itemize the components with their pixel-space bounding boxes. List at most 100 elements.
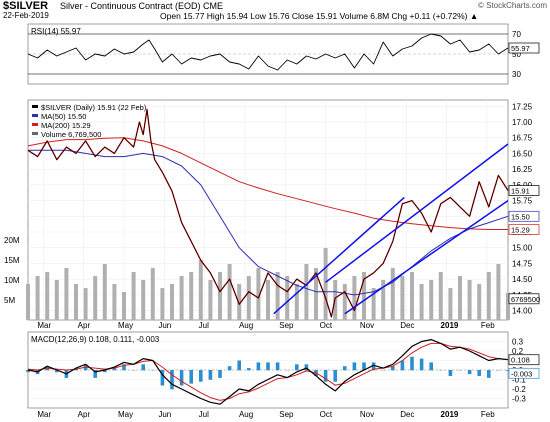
- volume-tick-label: 10M: [4, 276, 20, 285]
- macd-tick-label: -0.3: [512, 395, 526, 404]
- macd-x-label: Feb: [481, 410, 495, 419]
- macd-histogram-bar: [160, 370, 165, 386]
- price-tick-label: 15.00: [512, 244, 533, 253]
- price-x-label: Sep: [279, 321, 294, 330]
- price-tick-label: 14.00: [512, 307, 533, 316]
- macd-histogram-bar: [179, 370, 184, 386]
- macd-hist-value-tag-box: [508, 367, 540, 379]
- price-legend-item: MA(200) 15.29: [41, 121, 91, 130]
- macd-tick-label: 0.2: [512, 347, 524, 356]
- macd-histogram-bar: [429, 362, 433, 371]
- price-x-label: Oct: [320, 321, 333, 330]
- macd-tick-label: 0.3: [512, 338, 524, 347]
- volume-bar: [170, 284, 174, 320]
- rsi-tick-label: 70: [512, 30, 521, 39]
- volume-bar: [285, 276, 290, 320]
- volume-bar: [237, 284, 242, 320]
- price-tick-label: 16.75: [512, 134, 533, 143]
- chart-date: 22-Feb-2019: [3, 11, 49, 20]
- macd-histogram-bar: [275, 362, 280, 371]
- volume-value-tag-box: [508, 293, 540, 305]
- macd-histogram-bar: [352, 362, 357, 371]
- macd-x-label: May: [118, 410, 133, 419]
- channel-support-line: [273, 196, 405, 315]
- rsi-legend: RSI(14) 55.97: [31, 27, 81, 36]
- rsi-value-tag-box: [508, 42, 540, 54]
- volume-bar: [218, 272, 222, 320]
- volume-bar: [35, 276, 40, 320]
- channel-lower-line: [344, 199, 509, 315]
- macd-x-label: 2019: [441, 410, 459, 419]
- macd-histogram-bar: [400, 360, 405, 371]
- chart-subtitle: Silver - Continuous Contract (EOD) CME: [60, 1, 224, 11]
- volume-bar: [179, 276, 184, 320]
- macd-value-tag: 0.108: [511, 356, 530, 365]
- volume-bar: [246, 276, 251, 320]
- price-x-label: Dec: [400, 321, 414, 330]
- price-tick-label: 17.25: [512, 102, 533, 111]
- price-legend-swatch: [32, 114, 38, 117]
- ma200-value-tag-box: [508, 224, 540, 235]
- macd-histogram-bar: [487, 370, 491, 378]
- macd-x-label: Nov: [360, 410, 374, 419]
- macd-histogram-bar: [506, 370, 510, 371]
- macd-histogram-bar: [419, 358, 424, 371]
- volume-tick-label: 20M: [4, 236, 20, 245]
- volume-bar: [458, 276, 462, 320]
- price-legend-item: $SILVER (Daily) 15.91 (22 Feb): [41, 103, 147, 112]
- price-x-label: Feb: [481, 321, 495, 330]
- rsi-line: [27, 33, 509, 71]
- price-legend-swatch: [32, 105, 38, 108]
- volume-bar: [477, 284, 482, 320]
- price-legend-swatch: [32, 132, 38, 135]
- price-legend-item: MA(50) 15.50: [41, 112, 86, 121]
- macd-histogram-bar: [26, 370, 30, 373]
- volume-bar: [486, 272, 491, 320]
- macd-histogram-bar: [55, 370, 59, 373]
- macd-histogram-bar: [467, 370, 472, 375]
- volume-bar: [323, 248, 328, 320]
- macd-x-label: Oct: [320, 410, 333, 419]
- volume-bar: [467, 280, 472, 320]
- volume-bar: [275, 272, 280, 320]
- macd-histogram-bar: [103, 370, 107, 373]
- price-x-label: Apr: [78, 321, 91, 330]
- volume-bar: [419, 284, 424, 320]
- macd-x-label: Aug: [239, 410, 253, 419]
- volume-bar: [160, 288, 165, 320]
- macd-line: [27, 339, 509, 405]
- macd-histogram-bar: [343, 366, 347, 371]
- volume-bar: [266, 280, 270, 320]
- volume-bar: [141, 280, 146, 320]
- price-tick-label: 14.75: [512, 259, 533, 268]
- ma50-value-tag-box: [508, 210, 540, 222]
- volume-bar: [112, 284, 117, 320]
- macd-tick-label: -0.1: [512, 376, 526, 385]
- volume-bar: [256, 268, 261, 320]
- macd-histogram-bar: [391, 366, 395, 371]
- macd-histogram-bar: [256, 362, 261, 371]
- macd-histogram-bar: [189, 370, 193, 384]
- ma50-line: [28, 149, 509, 296]
- price-legend-swatch: [32, 123, 38, 126]
- volume-bar: [294, 284, 299, 320]
- macd-histogram-bar: [93, 370, 97, 378]
- volume-bar: [352, 276, 357, 320]
- volume-bar: [227, 264, 232, 320]
- macd-histogram-bar: [141, 364, 145, 371]
- macd-x-label: Mar: [37, 410, 51, 419]
- macd-histogram-bar: [448, 370, 453, 376]
- macd-tick-label: -0.2: [512, 385, 526, 394]
- volume-tick-label: 5M: [4, 296, 15, 305]
- volume-bar: [410, 272, 414, 320]
- volume-value-tag: 6769500: [511, 295, 540, 304]
- price-tick-label: 15.75: [512, 197, 533, 206]
- macd-histogram-bar: [237, 360, 241, 371]
- macd-histogram-bar: [477, 370, 481, 376]
- price-x-label: Jul: [199, 321, 209, 330]
- volume-bar: [198, 260, 203, 320]
- macd-histogram-bar: [323, 370, 328, 382]
- macd-histogram-bar: [122, 364, 126, 371]
- price-tick-label: 16.50: [512, 149, 533, 158]
- macd-x-label: Dec: [400, 410, 414, 419]
